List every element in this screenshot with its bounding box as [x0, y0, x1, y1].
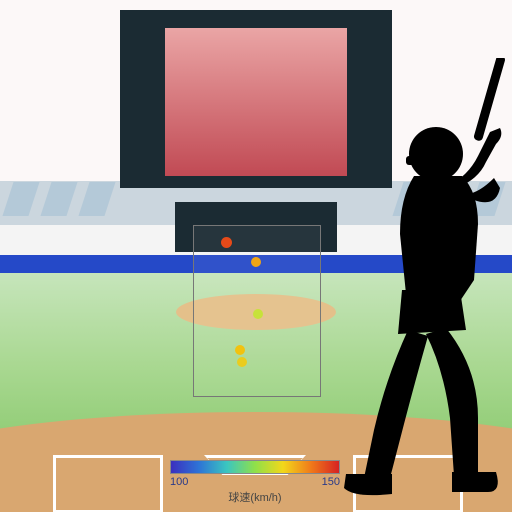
pitch-location-chart: 100 150 球速(km/h) — [0, 0, 512, 512]
pitch-marker — [235, 345, 245, 355]
legend-gradient — [170, 460, 340, 474]
pitch-marker — [237, 357, 247, 367]
speed-legend: 100 150 球速(km/h) — [170, 460, 340, 505]
legend-ticks: 100 150 — [170, 476, 340, 488]
pitch-marker — [251, 257, 261, 267]
legend-title: 球速(km/h) — [170, 489, 340, 505]
legend-tick-min: 100 — [170, 476, 188, 488]
legend-tick-max: 150 — [322, 476, 340, 488]
pitch-marker — [221, 237, 232, 248]
pitch-marker — [253, 309, 263, 319]
batter-silhouette — [328, 58, 512, 502]
scoreboard-screen — [165, 28, 347, 176]
batter-box-line — [53, 455, 163, 512]
